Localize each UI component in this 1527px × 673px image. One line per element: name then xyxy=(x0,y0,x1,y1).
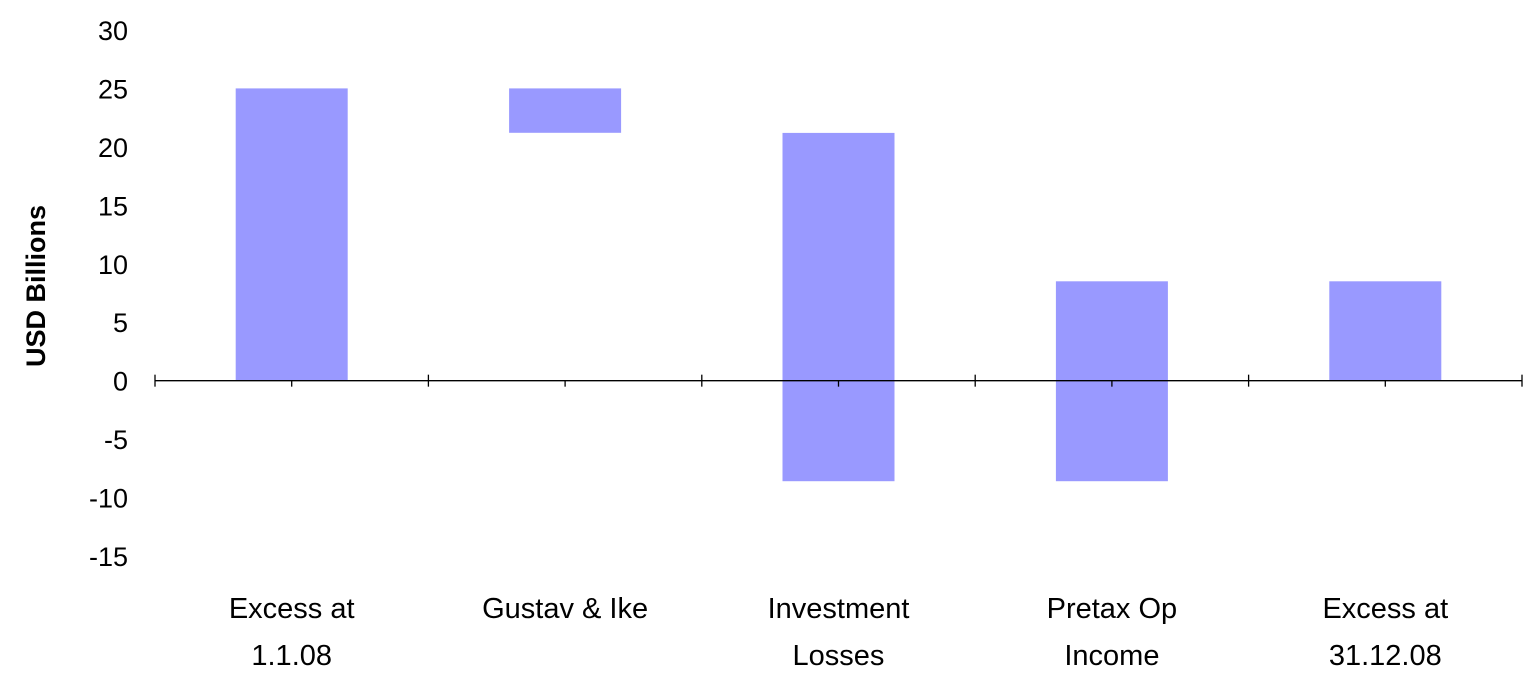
y-tick-labels: 30 25 20 15 10 5 0 -5 -10 -15 xyxy=(89,16,128,572)
y-tick-label: 20 xyxy=(98,133,128,163)
y-tick-label: 25 xyxy=(98,74,128,104)
category-label: Losses xyxy=(793,640,885,672)
bar-5 xyxy=(1329,281,1442,381)
y-tick-label: 0 xyxy=(113,367,128,397)
category-label: Excess at xyxy=(1322,593,1448,625)
y-tick-label: 15 xyxy=(98,191,128,221)
y-tick-label: -15 xyxy=(89,542,128,572)
category-labels: Excess at 1.1.08 Gustav & Ike Investment Los… xyxy=(229,593,1448,672)
category-label: Pretax Op xyxy=(1047,593,1178,625)
axes-group xyxy=(154,374,1523,387)
bar-3 xyxy=(782,132,895,482)
bar-2 xyxy=(509,88,622,133)
y-tick-label: 10 xyxy=(98,250,128,280)
y-tick-label: -5 xyxy=(104,425,128,455)
category-label: Investment xyxy=(768,593,910,625)
bar-1 xyxy=(235,88,348,381)
category-label: 31.12.08 xyxy=(1329,640,1442,672)
y-tick-label: 5 xyxy=(113,308,128,338)
category-label: 1.1.08 xyxy=(251,640,332,672)
y-tick-label: -10 xyxy=(89,484,128,514)
y-axis-label: USD Billions xyxy=(21,205,51,367)
category-label: Income xyxy=(1064,640,1159,672)
category-label: Gustav & Ike xyxy=(482,593,648,625)
category-label: Excess at xyxy=(229,593,355,625)
bars-group xyxy=(235,88,1442,482)
y-tick-label: 30 xyxy=(98,16,128,46)
